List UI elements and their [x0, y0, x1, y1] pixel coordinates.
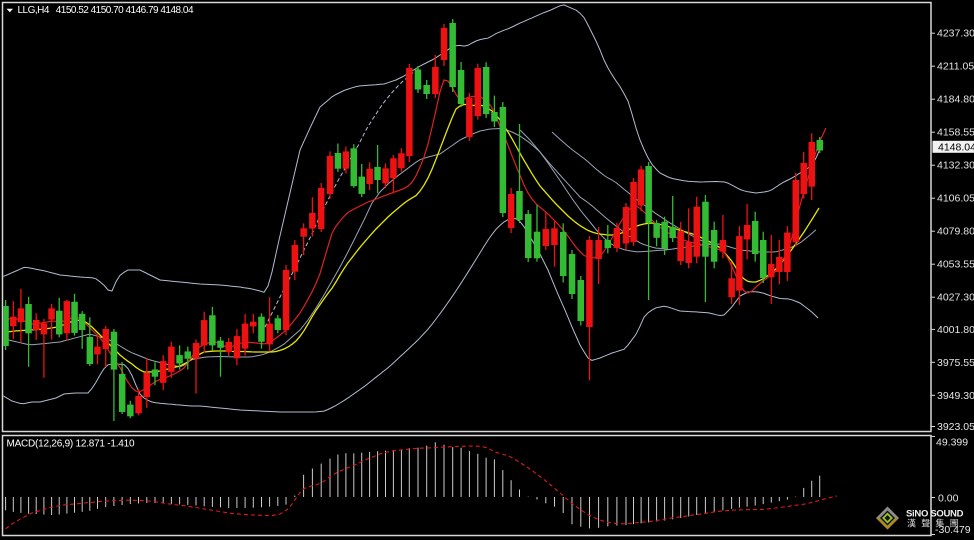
svg-text:3975.55: 3975.55: [937, 357, 974, 369]
svg-text:4148.04: 4148.04: [938, 142, 974, 154]
svg-text:0.00: 0.00: [938, 493, 959, 505]
svg-text:-30.479: -30.479: [935, 524, 971, 536]
svg-text:3923.05: 3923.05: [937, 421, 974, 433]
svg-text:4211.05: 4211.05: [937, 61, 974, 73]
svg-text:4053.55: 4053.55: [937, 259, 974, 271]
svg-text:4079.80: 4079.80: [937, 226, 974, 238]
svg-text:4027.30: 4027.30: [937, 292, 974, 304]
svg-text:49.399: 49.399: [936, 437, 968, 449]
svg-text:4237.30: 4237.30: [937, 28, 974, 40]
svg-text:4132.30: 4132.30: [937, 160, 974, 172]
svg-text:4184.80: 4184.80: [937, 94, 974, 106]
svg-text:4158.55: 4158.55: [937, 127, 974, 139]
svg-text:SiNO SOUND: SiNO SOUND: [906, 508, 964, 519]
svg-text:MACD(12,26,9) 12.871 -1.410: MACD(12,26,9) 12.871 -1.410: [7, 438, 135, 449]
svg-text:4106.05: 4106.05: [937, 193, 974, 205]
svg-text:4001.80: 4001.80: [937, 324, 974, 336]
svg-text:3949.30: 3949.30: [937, 390, 974, 402]
svg-text:漢聲集團: 漢聲集團: [907, 517, 964, 528]
svg-text:LLG,H4 4150.52 4150.70 4146.7: LLG,H4 4150.52 4150.70 4146.79 4148.04: [18, 5, 194, 16]
